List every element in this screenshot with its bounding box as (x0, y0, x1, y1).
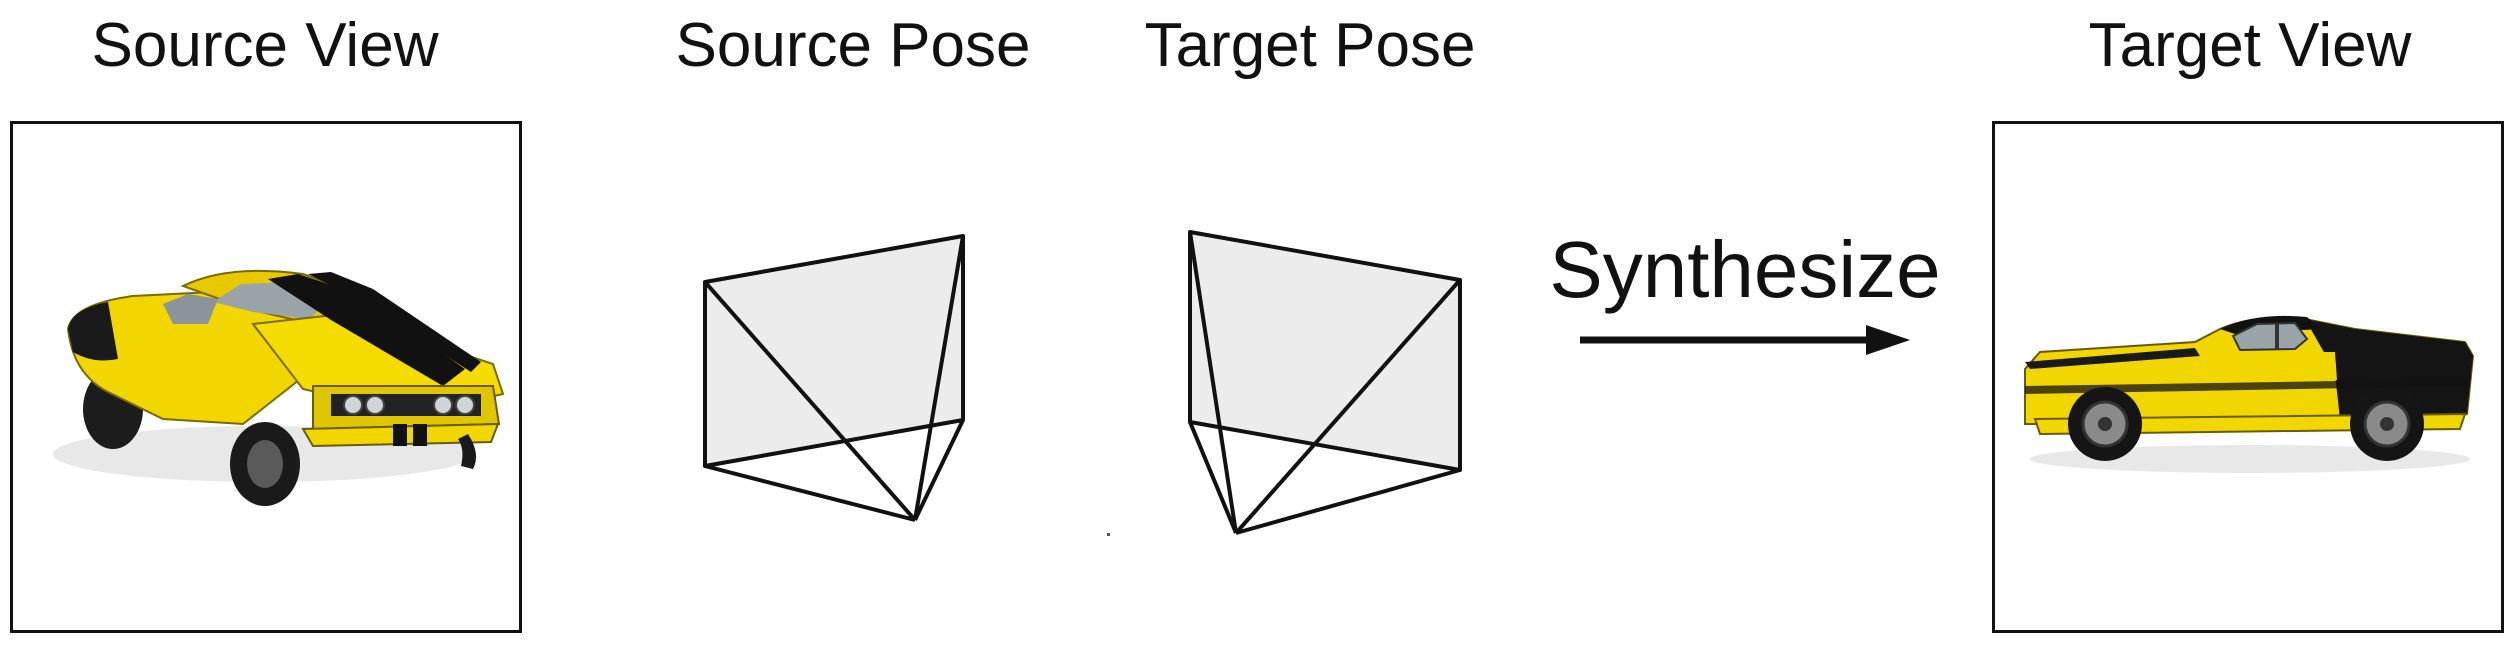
target-car-image (2024, 315, 2475, 473)
source-pose-title: Source Pose (675, 11, 1031, 80)
source-pose-camera-icon (703, 234, 965, 522)
target-pose-title: Target Pose (1144, 11, 1476, 80)
arrow-right-icon (1580, 325, 1910, 355)
source-view-image-frame (10, 121, 522, 633)
source-view-title: Source View (91, 11, 439, 80)
target-view-image-frame (1992, 121, 2504, 633)
target-pose-camera-icon (1188, 230, 1462, 535)
synthesize-label: Synthesize (1549, 225, 1941, 314)
source-car-image (53, 269, 505, 506)
stray-mark (1107, 533, 1110, 536)
target-view-title: Target View (2088, 11, 2412, 80)
